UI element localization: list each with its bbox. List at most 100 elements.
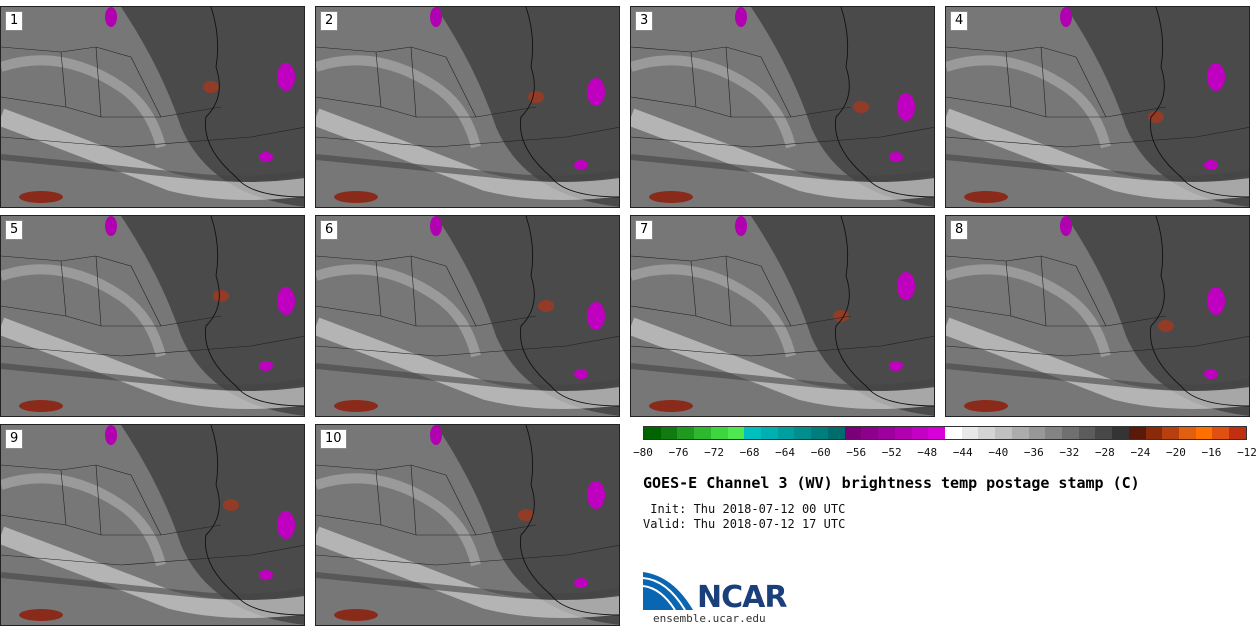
colorbar-swatch — [1061, 427, 1079, 439]
water-vapor-map — [316, 425, 619, 625]
dry-region — [436, 7, 619, 207]
colorbar-tick-label: −16 — [1201, 446, 1222, 459]
panel-number: 4 — [950, 11, 969, 31]
dry-band — [316, 363, 619, 391]
colorbar-tick-label: −36 — [1023, 446, 1044, 459]
colorbar-tick-label: −64 — [775, 446, 796, 459]
colorbar-swatch — [844, 427, 862, 439]
colorbar-swatch — [794, 427, 812, 439]
colorbar-swatch — [1212, 427, 1230, 439]
water-vapor-map — [1, 7, 304, 207]
panel-number: 1 — [5, 11, 24, 31]
dry-band — [631, 363, 934, 391]
colorbar-swatch — [727, 427, 745, 439]
water-vapor-map — [631, 7, 934, 207]
moist-band — [1, 264, 166, 358]
moist-band — [316, 264, 481, 358]
coastline — [1149, 7, 1249, 198]
colorbar-swatch — [1229, 427, 1246, 439]
coastline — [834, 7, 934, 198]
init-time: Init: Thu 2018-07-12 00 UTC — [643, 502, 846, 516]
convection-blob — [277, 63, 295, 91]
state-boundaries — [316, 255, 619, 357]
colorbar-swatch — [928, 427, 945, 439]
ncar-logo-text: NCAR — [697, 580, 787, 615]
panel-number: 10 — [320, 429, 347, 449]
panel-number: 9 — [5, 429, 24, 449]
colorbar-tick-label: −20 — [1166, 446, 1186, 459]
convection-blob — [574, 160, 588, 170]
warm-region — [334, 400, 378, 412]
colorbar-swatch — [811, 427, 828, 439]
colorbar-tick-label: −52 — [881, 446, 902, 459]
colorbar-swatch — [1145, 427, 1163, 439]
colorbar-swatch — [944, 427, 962, 439]
convection-blob — [105, 216, 117, 236]
warm-region — [203, 81, 219, 93]
coastline — [519, 216, 619, 407]
convection-blob — [735, 216, 747, 236]
colorbar-swatch — [978, 427, 996, 439]
convection-blob — [277, 287, 295, 315]
colorbar-tick-label: −48 — [917, 446, 938, 459]
panel-number: 8 — [950, 220, 969, 240]
postage-stamp-panel: 5 — [0, 215, 305, 417]
warm-region — [518, 509, 534, 521]
warm-region — [649, 400, 693, 412]
colorbar-swatch — [1179, 427, 1196, 439]
warm-region — [964, 191, 1008, 203]
state-boundaries — [1, 46, 304, 148]
convection-blob — [277, 511, 295, 539]
water-vapor-map — [1, 216, 304, 416]
panel-number: 7 — [635, 220, 654, 240]
convection-blob — [889, 152, 903, 162]
postage-stamp-panel: 1 — [0, 6, 305, 208]
state-boundaries — [316, 46, 619, 148]
colorbar-tick-label: −32 — [1059, 446, 1080, 459]
state-boundaries — [946, 46, 1249, 148]
convection-blob — [1060, 7, 1072, 27]
dry-region — [436, 425, 619, 625]
dry-band — [946, 363, 1249, 391]
panel-number: 2 — [320, 11, 339, 31]
convection-blob — [1060, 216, 1072, 236]
colorbar-swatch — [1095, 427, 1113, 439]
moist-band — [946, 264, 1111, 358]
colorbar-tick-label: −24 — [1130, 446, 1151, 459]
coastline — [204, 425, 304, 616]
dry-band — [1, 154, 304, 182]
dry-region — [121, 425, 304, 625]
postage-stamp-panel: 2 — [315, 6, 620, 208]
convection-blob — [1207, 63, 1225, 91]
dry-band — [946, 154, 1249, 182]
coastline — [204, 216, 304, 407]
postage-stamp-panel: 3 — [630, 6, 935, 208]
moist-band — [631, 55, 796, 149]
colorbar-tick-label: −44 — [952, 446, 973, 459]
dry-region — [1066, 216, 1249, 416]
convection-blob — [587, 78, 605, 106]
convection-blob — [430, 216, 442, 236]
colorbar-swatch — [644, 427, 661, 439]
colorbar-swatch — [827, 427, 845, 439]
colorbar-tick-label: −68 — [739, 446, 760, 459]
state-boundaries — [631, 255, 934, 357]
coastline — [834, 216, 934, 407]
colorbar-tick-label: −76 — [668, 446, 689, 459]
colorbar — [643, 426, 1247, 440]
convection-blob — [430, 425, 442, 445]
convection-blob — [1204, 369, 1218, 379]
dry-region — [436, 216, 619, 416]
colorbar-swatch — [1028, 427, 1046, 439]
warm-region — [334, 191, 378, 203]
colorbar-swatch — [911, 427, 929, 439]
footer-url: ensemble.ucar.edu — [653, 612, 766, 625]
warm-region — [19, 609, 63, 621]
colorbar-ticks: −80 −76 −72 −68 −64 −60 −56 −52 −48 −44 −40 −36 −32 −… — [633, 446, 1257, 462]
convection-blob — [1207, 287, 1225, 315]
warm-region — [213, 290, 229, 302]
coastline — [519, 7, 619, 198]
moist-band — [1, 473, 166, 567]
colorbar-swatch — [1011, 427, 1029, 439]
convection-blob — [259, 152, 273, 162]
